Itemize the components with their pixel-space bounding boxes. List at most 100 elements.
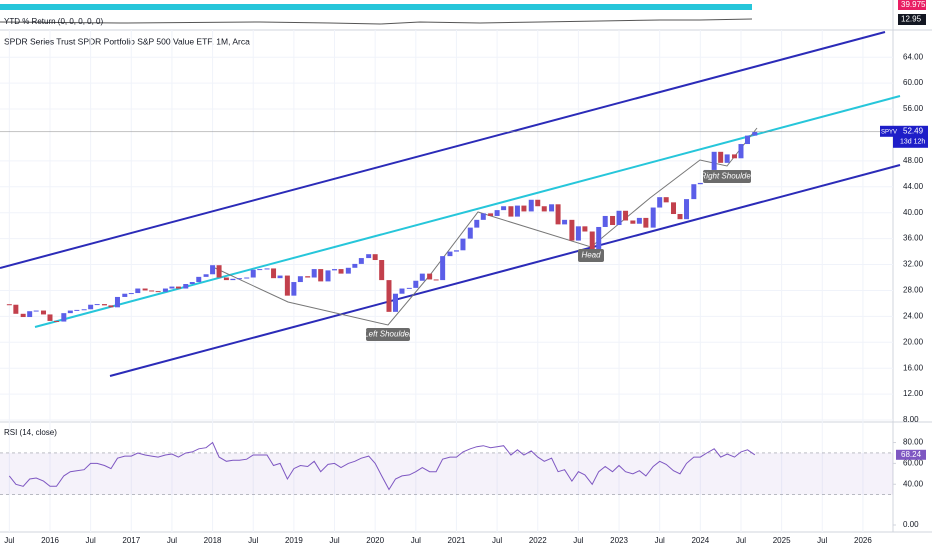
candle-body: [663, 197, 669, 203]
candle-body: [155, 291, 161, 293]
y-tick-label: 28.00: [903, 286, 924, 295]
y-tick-label: 64.00: [903, 52, 924, 61]
ytd-value-box: [898, 0, 926, 10]
candle-body: [433, 279, 439, 281]
candle-body: [108, 305, 114, 308]
candle-body: [718, 151, 724, 163]
x-tick-label: Jul: [411, 536, 421, 545]
candle-body: [643, 217, 649, 228]
candle-body: [366, 254, 372, 259]
candle-body: [677, 214, 683, 220]
x-tick-label: Jul: [492, 536, 502, 545]
candle-body: [175, 286, 181, 289]
candle-body: [223, 277, 229, 281]
y-tick-label: 44.00: [903, 182, 924, 191]
candle-body: [94, 304, 100, 306]
candle-body: [250, 269, 256, 278]
candle-body: [277, 275, 283, 279]
candle-body: [427, 273, 433, 280]
candle-body: [514, 205, 520, 217]
candle-body: [149, 290, 155, 292]
candle-body: [474, 219, 480, 228]
candle-body: [61, 313, 67, 322]
candle-body: [569, 219, 575, 241]
candle-body: [589, 231, 595, 253]
candle-body: [610, 215, 616, 226]
candle-body: [216, 265, 222, 278]
candle-body: [196, 276, 202, 283]
rsi-band: [0, 452, 893, 495]
candle-body: [271, 268, 277, 279]
chart-title: SPDR Series Trust SPDR Portfolio S&P 500…: [4, 36, 250, 46]
candle-body: [602, 215, 608, 227]
candle-body: [183, 283, 189, 289]
candle-body: [162, 288, 168, 292]
candle-body: [332, 269, 338, 271]
annotation: Right Shoulder: [701, 172, 754, 181]
candle-body: [230, 278, 236, 281]
candle-body: [40, 310, 46, 315]
candle-body: [752, 131, 758, 136]
x-tick-label: 2024: [691, 536, 709, 545]
y-tick-label: 60.00: [903, 78, 924, 87]
y-tick-label: 48.00: [903, 156, 924, 165]
candle-body: [27, 311, 33, 318]
x-tick-label: Jul: [817, 536, 827, 545]
annotation-box: [703, 170, 751, 183]
candle-body: [379, 260, 385, 281]
candle-body: [549, 204, 555, 212]
candle-body: [33, 310, 39, 312]
x-tick-label: 2020: [366, 536, 384, 545]
ytd-value-box: [898, 14, 926, 25]
x-tick-label: Jul: [248, 536, 258, 545]
y-tick-label: 56.00: [903, 104, 924, 113]
y-tick-label: 60.00: [903, 459, 924, 468]
candle-body: [630, 220, 636, 224]
y-tick-label: 40.00: [903, 479, 924, 488]
rsi-value: 68.24: [901, 450, 922, 459]
candle-body: [305, 276, 311, 278]
candle-body: [392, 293, 398, 312]
candle-body: [671, 202, 677, 215]
rsi-line: [8, 441, 756, 491]
candle-body: [128, 293, 134, 295]
x-tick-label: Jul: [4, 536, 14, 545]
ytd-value: 39.975M: [901, 0, 932, 9]
candle-body: [13, 304, 19, 314]
y-tick-label: 36.00: [903, 234, 924, 243]
candle-body: [480, 213, 486, 220]
countdown: 13d 12h: [900, 139, 925, 146]
candle-body: [284, 275, 290, 296]
candle-body: [447, 251, 453, 257]
rsi-value-box: [896, 449, 926, 460]
candle-body: [744, 135, 750, 145]
candle-body: [345, 267, 351, 274]
x-tick-label: Jul: [736, 536, 746, 545]
y-tick-label: 24.00: [903, 311, 924, 320]
x-tick-label: Jul: [329, 536, 339, 545]
candle-body: [521, 205, 527, 212]
candle-body: [460, 238, 466, 251]
candle-body: [596, 226, 602, 253]
candle-body: [264, 268, 270, 270]
candle-body: [691, 184, 697, 200]
candle-body: [203, 274, 209, 277]
annotation: Left Shoulder: [364, 330, 412, 339]
candle-body: [562, 219, 568, 225]
rsi-title: RSI (14, close): [4, 428, 57, 437]
candle-body: [623, 210, 629, 221]
candle-body: [67, 310, 73, 314]
candle-body: [616, 210, 622, 226]
candle-body: [440, 256, 446, 281]
channel-upper: [0, 31, 886, 269]
candle-body: [257, 269, 263, 271]
candle-body: [142, 288, 148, 291]
x-tick-label: 2026: [854, 536, 872, 545]
y-tick-label: 8.00: [903, 415, 919, 424]
x-tick-label: 2018: [204, 536, 222, 545]
y-tick-label: 32.00: [903, 260, 924, 269]
candle-body: [122, 293, 128, 297]
candle-body: [535, 199, 541, 207]
x-tick-label: 2025: [773, 536, 791, 545]
